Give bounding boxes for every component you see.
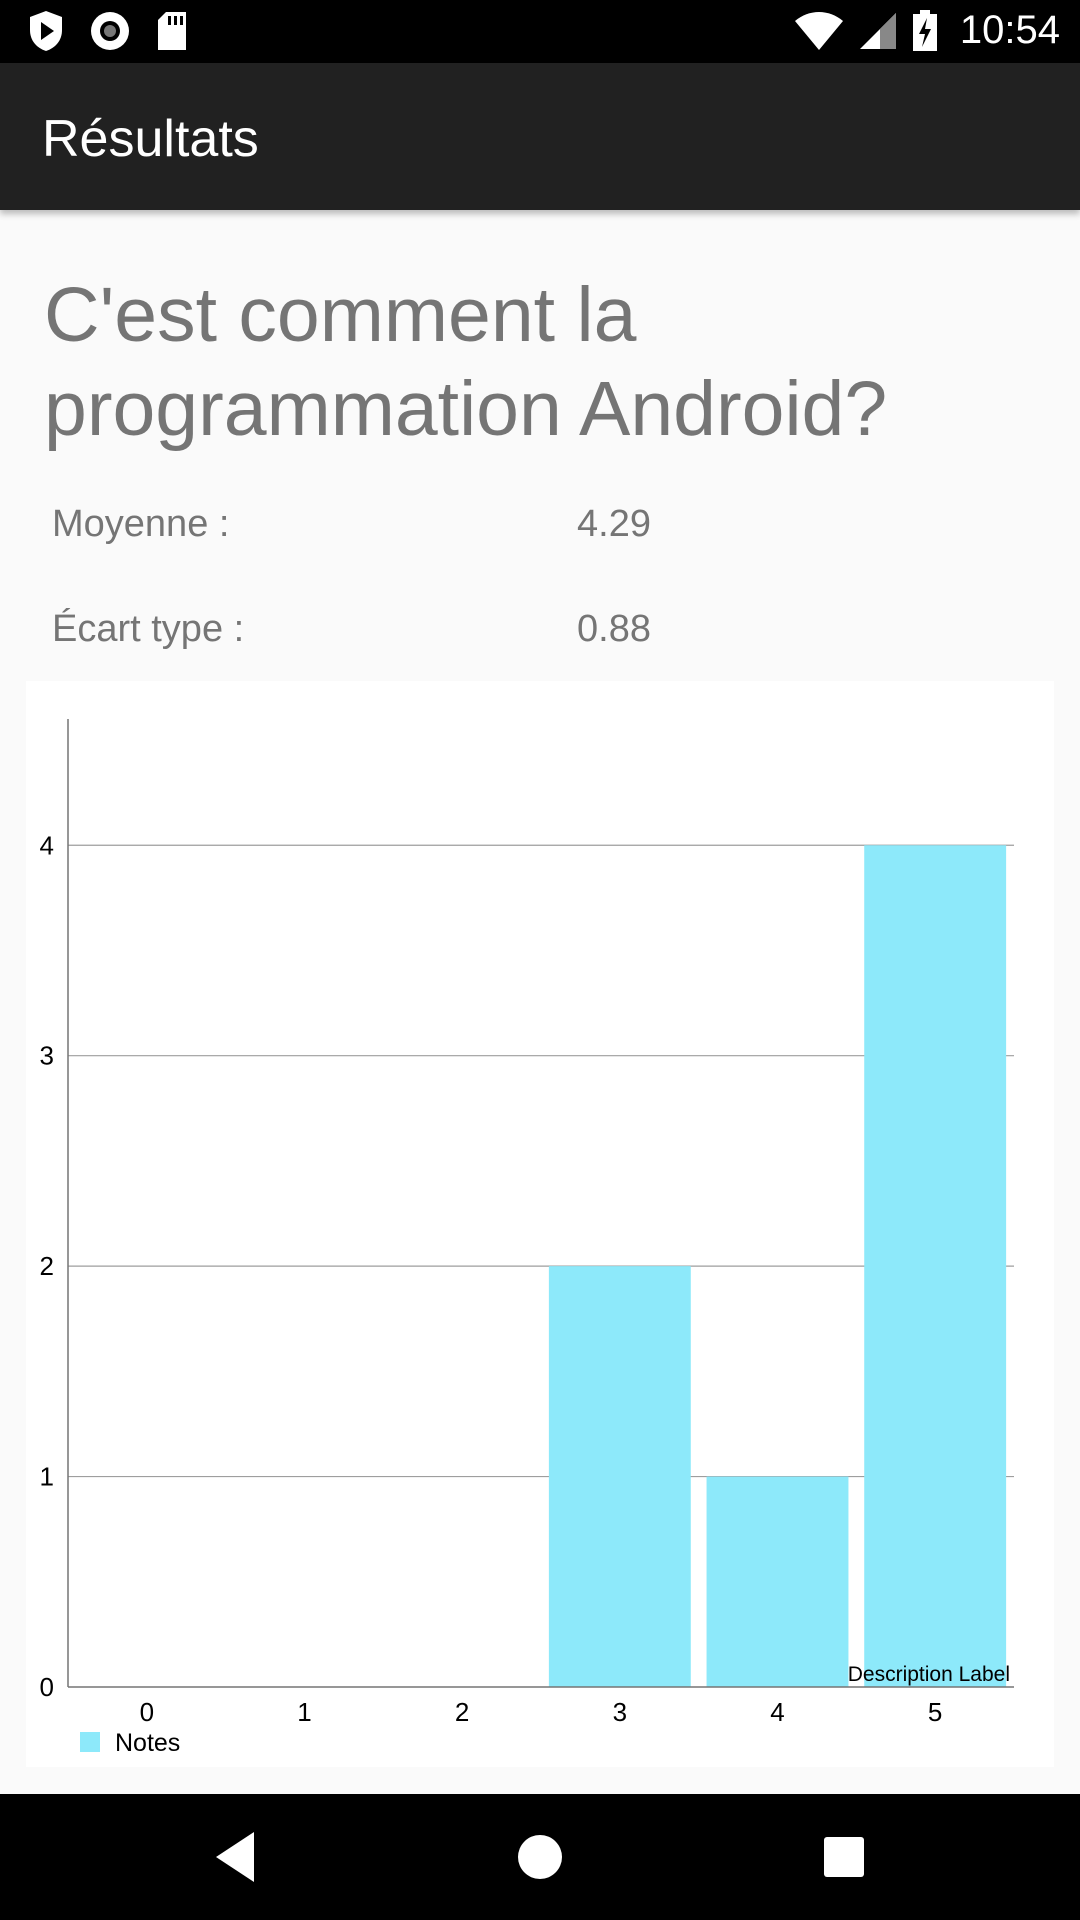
x-tick-label: 1 xyxy=(297,1697,311,1727)
y-tick-label: 4 xyxy=(40,830,54,860)
bar xyxy=(548,1266,691,1687)
legend-swatch xyxy=(80,1732,100,1752)
app-bar: Résultats xyxy=(0,63,1080,210)
x-tick-label: 4 xyxy=(770,1697,784,1727)
record-icon xyxy=(91,12,129,50)
recents-icon[interactable] xyxy=(811,1824,877,1890)
legend-label: Notes xyxy=(115,1729,180,1757)
y-tick-label: 3 xyxy=(40,1041,54,1071)
y-tick-label: 0 xyxy=(40,1672,54,1702)
x-tick-label: 2 xyxy=(455,1697,469,1727)
stddev-label: Écart type : xyxy=(52,608,245,650)
signal-icon xyxy=(859,12,896,49)
app-title: Résultats xyxy=(42,110,259,168)
x-tick-label: 5 xyxy=(928,1697,942,1727)
status-time: 10:54 xyxy=(959,8,1060,52)
stddev-value: 0.88 xyxy=(577,608,651,650)
home-icon[interactable] xyxy=(507,1824,573,1890)
bar-chart[interactable]: 0 1 2 3 4 0 1 2 3 4 5 Description Label Notes xyxy=(26,681,1054,1767)
wifi-icon xyxy=(794,11,843,50)
y-tick-label: 2 xyxy=(40,1251,54,1281)
bar-chart-svg: 0 1 2 3 4 0 1 2 3 4 5 Description Label Notes xyxy=(40,719,1014,1757)
play-shield-icon xyxy=(30,11,62,51)
bar xyxy=(706,1476,849,1687)
question-title: C'est comment la programmation Android? xyxy=(44,272,888,452)
mean-label: Moyenne : xyxy=(52,503,230,545)
y-tick-label: 1 xyxy=(40,1462,54,1492)
sd-card-icon xyxy=(158,12,186,50)
navigation-bar xyxy=(0,1794,1080,1920)
back-icon[interactable] xyxy=(202,1824,268,1890)
mean-value: 4.29 xyxy=(577,503,651,545)
status-bar: 10:54 xyxy=(0,0,1080,63)
description-label: Description Label xyxy=(848,1663,1010,1686)
x-tick-label: 3 xyxy=(613,1697,627,1727)
bar xyxy=(864,845,1007,1687)
battery-charging-icon xyxy=(912,9,937,51)
x-tick-label: 0 xyxy=(140,1697,154,1727)
